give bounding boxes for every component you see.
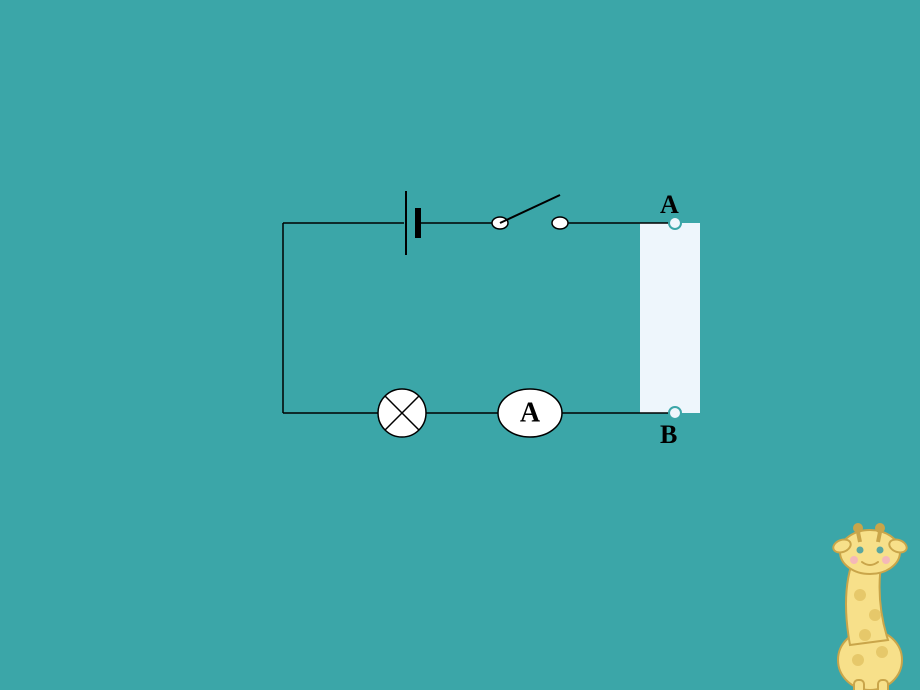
terminal-label-a: A xyxy=(660,190,679,220)
background xyxy=(0,0,920,690)
terminal-box xyxy=(640,223,700,413)
terminal-b xyxy=(669,407,681,419)
ammeter-letter: A xyxy=(520,398,541,429)
ammeter-icon: A xyxy=(498,389,562,437)
terminal-label-b: B xyxy=(660,420,677,450)
switch-hinge-right xyxy=(552,217,568,229)
stage: A A B xyxy=(0,0,920,690)
lamp-icon xyxy=(378,389,426,437)
diagram-svg: A xyxy=(0,0,920,690)
